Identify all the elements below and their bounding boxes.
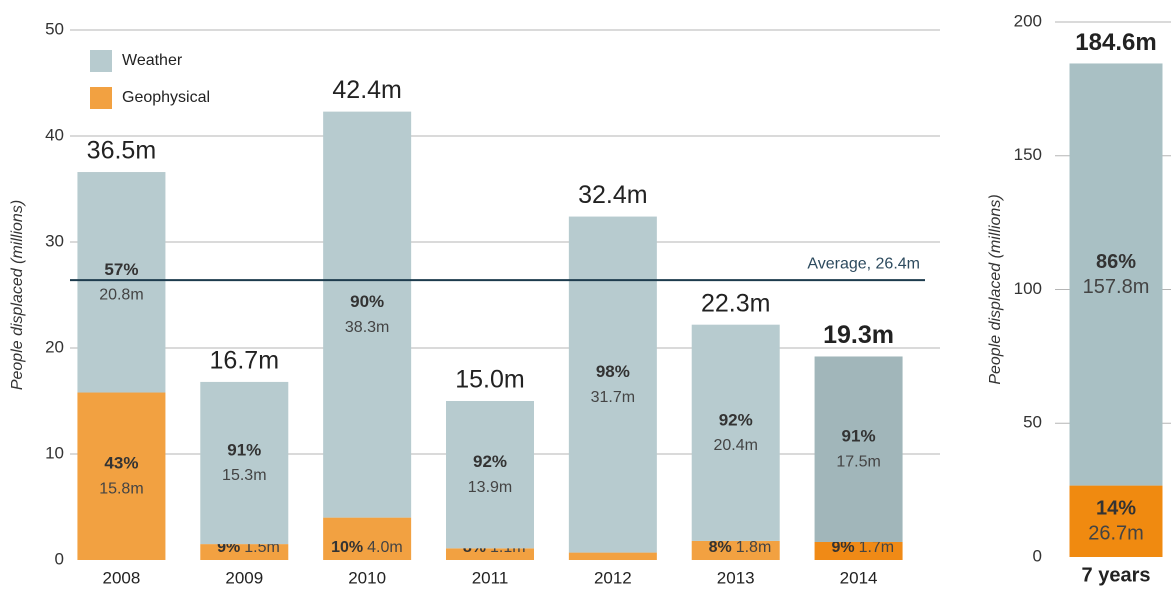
bar-segment bbox=[568, 552, 657, 560]
total-label: 16.7m bbox=[210, 347, 279, 375]
x-tick-label: 2011 bbox=[472, 568, 509, 587]
value-label: 4.0m bbox=[367, 539, 403, 556]
share-label: 8% bbox=[709, 539, 732, 556]
bar-segment bbox=[446, 401, 534, 549]
y-tick-label: 10 bbox=[45, 443, 64, 462]
bar-segment bbox=[200, 544, 289, 560]
share-label: 91% bbox=[842, 427, 876, 446]
y-tick-label: 200 bbox=[1014, 11, 1042, 30]
share-label: 92% bbox=[473, 452, 507, 471]
y-tick-label: 0 bbox=[1033, 546, 1042, 565]
value-label: 20.8m bbox=[99, 286, 143, 303]
value-label: 20.4m bbox=[713, 437, 757, 454]
value-label: 1.7m bbox=[859, 539, 895, 556]
total-label: 19.3m bbox=[823, 321, 894, 349]
bar-segment bbox=[691, 324, 780, 541]
value-label: 157.8m bbox=[1083, 276, 1150, 298]
x-tick-label: 2013 bbox=[717, 568, 755, 587]
share-label: 90% bbox=[350, 292, 384, 311]
share-label: 92% bbox=[719, 410, 753, 429]
share-label: 10% bbox=[331, 539, 363, 556]
value-label: 15.3m bbox=[222, 467, 266, 484]
x-tick-label: 2010 bbox=[348, 568, 386, 587]
legend-swatch bbox=[90, 87, 112, 109]
share-label: 9% bbox=[831, 539, 854, 556]
total-label: 42.4m bbox=[332, 76, 401, 104]
bar-segment bbox=[1069, 485, 1163, 557]
value-label: 38.3m bbox=[345, 319, 389, 336]
value-label: 17.5m bbox=[836, 453, 880, 470]
total-label: 184.6m bbox=[1075, 29, 1156, 56]
bar-segment bbox=[568, 216, 657, 553]
y-tick-label: 100 bbox=[1014, 279, 1042, 298]
y-tick-label: 0 bbox=[55, 549, 64, 568]
bar-segment bbox=[1069, 63, 1163, 486]
y-axis-label: People displaced (millions) bbox=[9, 200, 26, 390]
value-label: 13.9m bbox=[468, 479, 512, 496]
bar-segment bbox=[77, 172, 166, 393]
y-tick-label: 40 bbox=[45, 125, 64, 144]
x-tick-label: 2012 bbox=[594, 568, 632, 587]
share-label: 98% bbox=[596, 362, 630, 381]
share-label: 57% bbox=[104, 260, 138, 279]
share-label: 86% bbox=[1096, 251, 1136, 273]
average-label: Average, 26.4m bbox=[807, 255, 920, 272]
total-label: 15.0m bbox=[455, 366, 524, 394]
total-label: 22.3m bbox=[701, 289, 770, 317]
x-tick-label: 2014 bbox=[840, 568, 878, 587]
bar-segment bbox=[323, 111, 412, 518]
x-tick-label: 7 years bbox=[1082, 564, 1151, 586]
total-label: 36.5m bbox=[87, 137, 156, 165]
legend-label: Weather bbox=[122, 52, 183, 69]
bar-segment bbox=[200, 381, 289, 545]
bar-segment bbox=[446, 548, 534, 560]
value-label: 26.7m bbox=[1088, 523, 1144, 545]
legend-swatch bbox=[90, 50, 112, 72]
bar-segment bbox=[814, 356, 903, 542]
y-tick-label: 50 bbox=[1023, 413, 1042, 432]
bar-segment bbox=[77, 392, 166, 560]
legend-label: Geophysical bbox=[122, 89, 210, 106]
y-tick-label: 50 bbox=[45, 19, 64, 38]
share-label: 43% bbox=[104, 454, 138, 473]
value-label: 31.7m bbox=[591, 389, 635, 406]
bar-segment bbox=[814, 541, 903, 560]
share-label: 14% bbox=[1096, 498, 1136, 520]
total-label: 32.4m bbox=[578, 181, 647, 209]
value-label: 1.8m bbox=[736, 539, 772, 556]
share-label: 91% bbox=[227, 440, 261, 459]
x-tick-label: 2009 bbox=[225, 568, 263, 587]
bar-segment bbox=[323, 517, 412, 560]
y-axis-label: People displaced (millions) bbox=[987, 194, 1004, 384]
y-tick-label: 30 bbox=[45, 231, 64, 250]
value-label: 15.8m bbox=[99, 480, 143, 497]
bar-segment bbox=[691, 540, 780, 560]
y-tick-label: 20 bbox=[45, 337, 64, 356]
x-tick-label: 2008 bbox=[103, 568, 141, 587]
y-tick-label: 150 bbox=[1014, 145, 1042, 164]
